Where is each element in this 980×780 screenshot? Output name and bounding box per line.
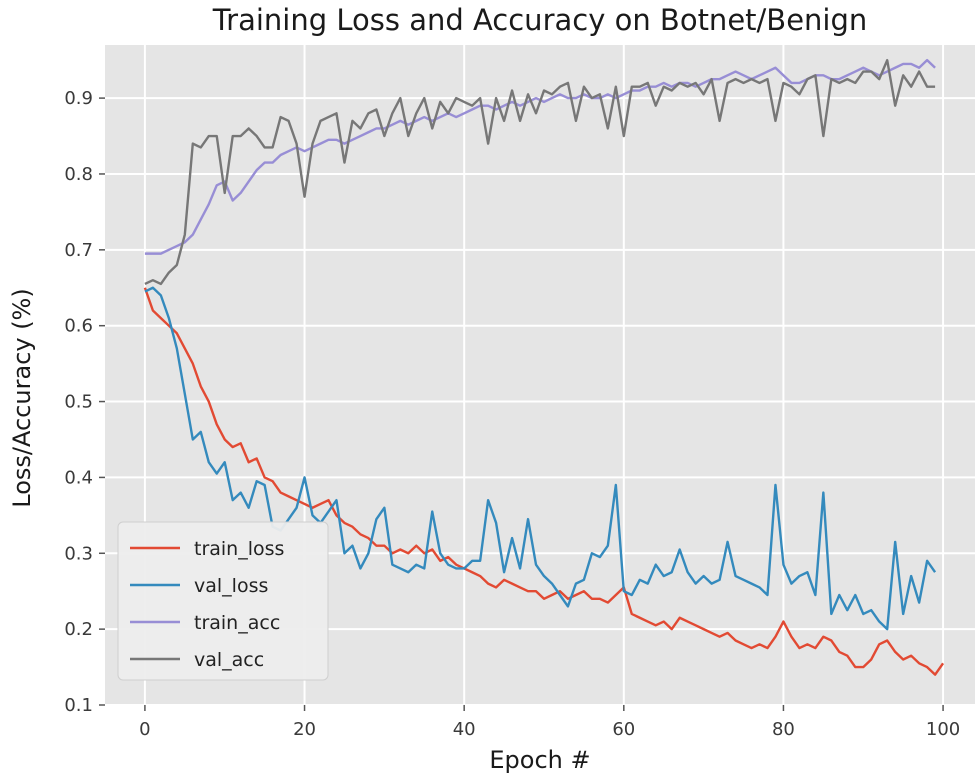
x-tick-label: 40 [453, 719, 476, 740]
x-tick-label: 80 [772, 719, 795, 740]
y-tick-label: 0.4 [64, 467, 93, 488]
y-tick-label: 0.7 [64, 240, 93, 261]
y-tick-label: 0.3 [64, 543, 93, 564]
legend-label: val_acc [194, 649, 264, 671]
y-tick-label: 0.2 [64, 619, 93, 640]
legend-label: train_loss [194, 538, 284, 560]
legend-box [117, 521, 329, 681]
legend-label: train_acc [194, 612, 280, 634]
ticks: 0 20 40 60 80 100 0.1 0.2 0.3 0.4 0.5 0.6 0.7 0.8 0.9 [64, 88, 960, 740]
x-axis-label: Epoch # [489, 746, 590, 774]
y-tick-label: 0.6 [64, 316, 93, 337]
y-axis-label: Loss/Accuracy (%) [8, 288, 36, 507]
series-line-train-loss [143, 287, 945, 676]
chart-title: Training Loss and Accuracy on Botnet/Ben… [212, 3, 868, 37]
legend-label: val_loss [194, 575, 268, 597]
x-tick-label: 60 [612, 719, 635, 740]
series-group [143, 58, 945, 676]
y-tick-label: 0.8 [64, 164, 93, 185]
y-tick-label: 0.5 [64, 392, 93, 413]
x-tick-label: 100 [926, 719, 960, 740]
legend: train_loss val_loss train_acc val_acc [117, 521, 329, 681]
x-tick-label: 20 [293, 719, 316, 740]
series-line-val-acc [144, 58, 936, 286]
y-tick-label: 0.1 [64, 695, 93, 716]
y-tick-label: 0.9 [64, 88, 93, 109]
x-tick-label: 0 [139, 719, 150, 740]
